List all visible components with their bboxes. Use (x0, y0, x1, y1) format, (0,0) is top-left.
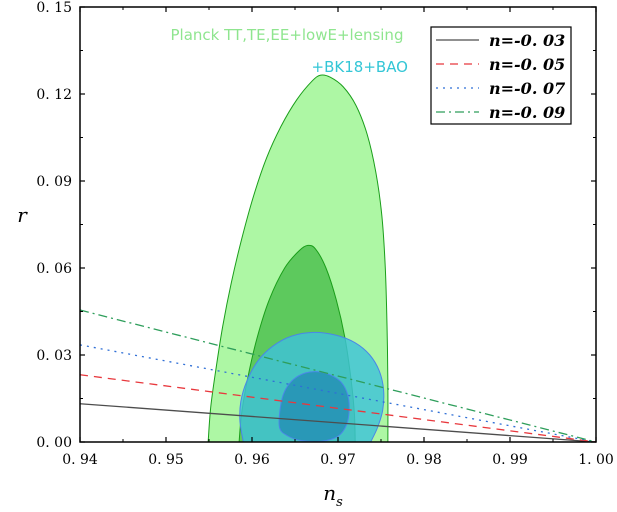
series-line-2 (79, 374, 597, 443)
legend: n=-0. 03 n=-0. 05 n=-0. 07 n=-0. 09 (430, 26, 572, 125)
y-tick-label: 0. 06 (36, 261, 72, 277)
annotation-bk18-bao: +BK18+BAO (312, 58, 408, 76)
y-tick-label: 0. 03 (36, 348, 72, 364)
series-line-4 (79, 309, 597, 443)
annotations-layer: Planck TT,TE,EE+lowE+lensing +BK18+BAO (171, 26, 408, 76)
x-tick-label: 0. 96 (234, 452, 270, 468)
y-tick-label: 0. 09 (36, 174, 72, 190)
y-tick-label: 0. 12 (36, 87, 72, 103)
series-lines-layer (79, 309, 597, 443)
series-line-1 (79, 403, 597, 443)
legend-label: n=-0. 03 (489, 31, 565, 50)
y-axis-label: r (17, 203, 28, 227)
x-tick-label: 0. 95 (148, 452, 184, 468)
legend-label: n=-0. 07 (489, 79, 565, 98)
ticks-layer: 0. 94 0. 95 0. 96 0. 97 0. 98 0. 99 1. 00 0. 00… (36, 0, 613, 468)
x-tick-label: 0. 94 (62, 452, 98, 468)
annotation-planck: Planck TT,TE,EE+lowE+lensing (171, 26, 404, 44)
y-tick-label: 0. 15 (36, 0, 72, 16)
legend-box (430, 26, 572, 125)
x-tick-label: 0. 98 (406, 452, 442, 468)
contours-layer (207, 74, 389, 443)
legend-label: n=-0. 09 (489, 103, 565, 122)
y-tick-label: 0. 00 (36, 435, 72, 451)
legend-label: n=-0. 05 (489, 55, 565, 74)
x-axis-label: ns (323, 481, 343, 510)
x-tick-label: 1. 00 (578, 452, 614, 468)
axis-labels: ns r (17, 203, 343, 510)
x-tick-label: 0. 97 (320, 452, 356, 468)
x-tick-label: 0. 99 (492, 452, 528, 468)
